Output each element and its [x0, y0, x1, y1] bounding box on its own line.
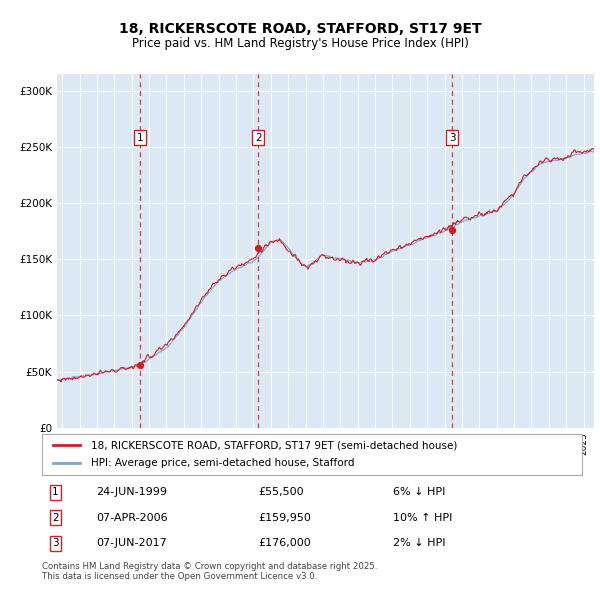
- Point: [135, 360, 145, 370]
- Point: [448, 225, 457, 235]
- Text: Price paid vs. HM Land Registry's House Price Index (HPI): Price paid vs. HM Land Registry's House …: [131, 37, 469, 50]
- Text: 3: 3: [449, 133, 455, 143]
- Text: 2% ↓ HPI: 2% ↓ HPI: [393, 538, 445, 548]
- Text: 1: 1: [137, 133, 143, 143]
- Text: £159,950: £159,950: [258, 513, 311, 523]
- Text: £176,000: £176,000: [258, 538, 311, 548]
- Text: 10% ↑ HPI: 10% ↑ HPI: [393, 513, 452, 523]
- Text: Contains HM Land Registry data © Crown copyright and database right 2025.
This d: Contains HM Land Registry data © Crown c…: [42, 562, 377, 581]
- Text: HPI: Average price, semi-detached house, Stafford: HPI: Average price, semi-detached house,…: [91, 458, 354, 468]
- Text: 07-APR-2006: 07-APR-2006: [96, 513, 167, 523]
- Text: 07-JUN-2017: 07-JUN-2017: [96, 538, 167, 548]
- Text: 2: 2: [52, 513, 59, 523]
- Text: 1: 1: [52, 487, 59, 497]
- Text: 3: 3: [52, 538, 59, 548]
- Text: 24-JUN-1999: 24-JUN-1999: [96, 487, 167, 497]
- Text: 2: 2: [255, 133, 262, 143]
- Text: 18, RICKERSCOTE ROAD, STAFFORD, ST17 9ET (semi-detached house): 18, RICKERSCOTE ROAD, STAFFORD, ST17 9ET…: [91, 440, 457, 450]
- Point: [253, 243, 263, 253]
- Text: 18, RICKERSCOTE ROAD, STAFFORD, ST17 9ET: 18, RICKERSCOTE ROAD, STAFFORD, ST17 9ET: [119, 22, 481, 37]
- Text: 6% ↓ HPI: 6% ↓ HPI: [393, 487, 445, 497]
- Text: £55,500: £55,500: [258, 487, 304, 497]
